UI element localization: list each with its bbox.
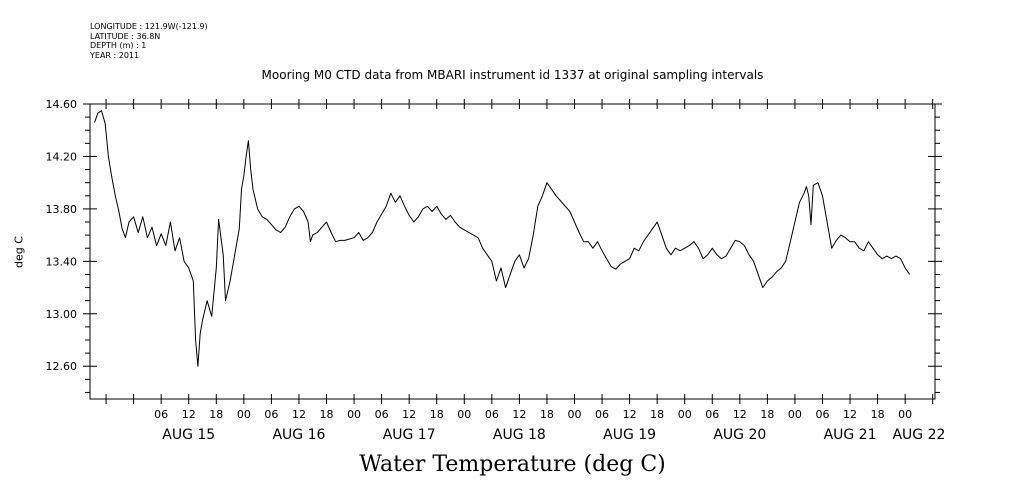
plot-frame xyxy=(89,103,936,400)
x-hour-label: 18 xyxy=(209,408,223,421)
x-day-label: AUG 18 xyxy=(493,427,546,443)
x-hour-label: 12 xyxy=(733,408,747,421)
x-hour-label: 06 xyxy=(815,408,829,421)
x-day-label: AUG 22 xyxy=(892,427,945,443)
x-hour-label: 06 xyxy=(264,408,278,421)
x-hour-label: 18 xyxy=(650,408,664,421)
latitude-text: LATITUDE : 36.8N xyxy=(90,31,161,41)
y-tick-label: 14.20 xyxy=(46,150,78,163)
x-hour-label: 12 xyxy=(292,408,306,421)
y-tick-label: 13.80 xyxy=(46,203,78,216)
x-hour-label: 12 xyxy=(512,408,526,421)
x-hour-label: 12 xyxy=(402,408,416,421)
x-hour-label: 12 xyxy=(182,408,196,421)
chart-title: Mooring M0 CTD data from MBARI instrumen… xyxy=(261,68,764,82)
x-hour-label: 00 xyxy=(567,408,581,421)
year-text: YEAR : 2011 xyxy=(90,50,140,60)
y-tick-label: 13.40 xyxy=(46,255,78,268)
y-tick-label: 14.60 xyxy=(46,98,78,111)
x-hour-label: 18 xyxy=(430,408,444,421)
x-day-label: AUG 17 xyxy=(383,427,436,443)
x-hour-label: 18 xyxy=(760,408,774,421)
series-line-water-temperature xyxy=(94,110,911,367)
y-tick-label: 13.00 xyxy=(46,308,78,321)
series-layer xyxy=(94,110,911,367)
x-hour-label: 06 xyxy=(154,408,168,421)
x-day-label: AUG 16 xyxy=(272,427,325,443)
x-hour-label: 06 xyxy=(485,408,499,421)
x-hour-label: 00 xyxy=(898,408,912,421)
x-hour-label: 12 xyxy=(843,408,857,421)
x-hour-label: 00 xyxy=(678,408,692,421)
x-day-label: AUG 19 xyxy=(603,427,656,443)
y-tick-label: 12.60 xyxy=(46,360,78,373)
x-hour-label: 12 xyxy=(623,408,637,421)
x-hour-label: 00 xyxy=(457,408,471,421)
x-hour-label: 00 xyxy=(237,408,251,421)
x-hour-label: 18 xyxy=(320,408,334,421)
x-hour-label: 18 xyxy=(540,408,554,421)
x-day-label: AUG 20 xyxy=(713,427,766,443)
longitude-text: LONGITUDE : 121.9W(-121.9) xyxy=(90,22,208,31)
axis-ticks xyxy=(83,99,942,404)
x-hour-label: 18 xyxy=(871,408,885,421)
depth-text: DEPTH (m) : 1 xyxy=(90,41,147,50)
x-hour-label: 06 xyxy=(595,408,609,421)
metadata-block: LONGITUDE : 121.9W(-121.9) LATITUDE : 36… xyxy=(90,22,208,60)
x-hour-label: 06 xyxy=(375,408,389,421)
x-hour-label: 00 xyxy=(788,408,802,421)
x-axis-title: Water Temperature (deg C) xyxy=(359,452,666,477)
x-hour-label: 00 xyxy=(347,408,361,421)
x-hour-label: 06 xyxy=(705,408,719,421)
x-day-label: AUG 21 xyxy=(824,427,877,443)
tick-labels: 12.60 13.00 13.40 13.80 14.20 14.60 06 12 18 00 06… xyxy=(46,98,946,443)
x-day-label: AUG 15 xyxy=(162,427,215,443)
